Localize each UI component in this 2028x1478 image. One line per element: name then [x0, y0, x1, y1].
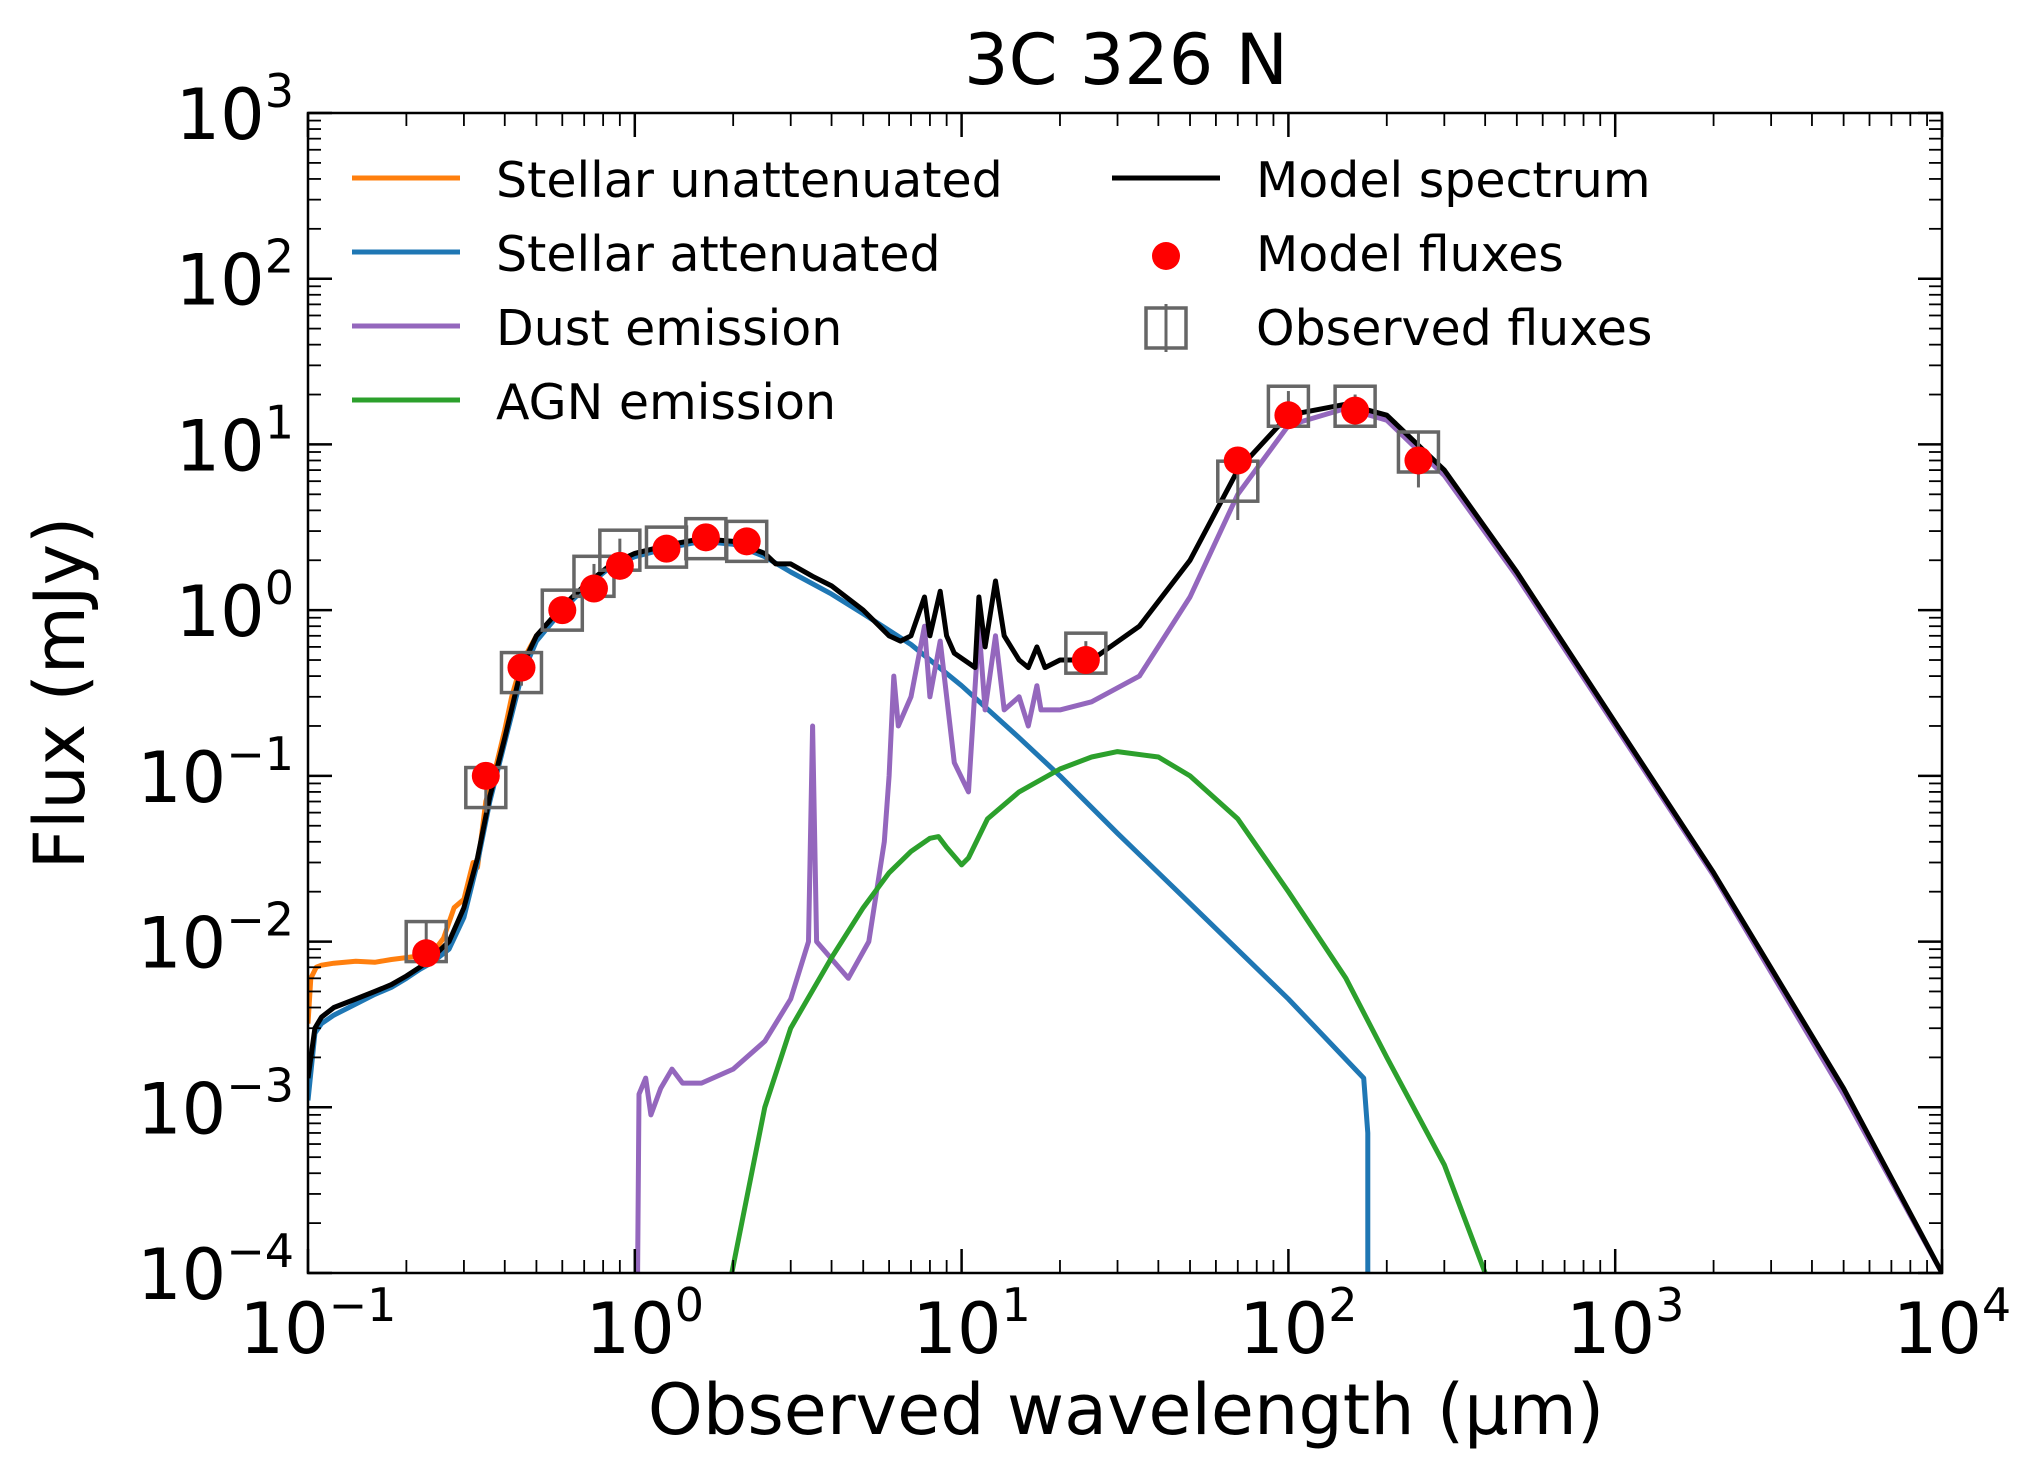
observed-flux-marker	[1333, 384, 1377, 428]
legend-label: AGN emission	[496, 374, 836, 431]
y-tick-label: 100	[176, 561, 294, 653]
observed-flux-marker	[499, 650, 544, 695]
x-tick-label: 100	[586, 1278, 704, 1370]
model-flux-point	[471, 761, 500, 790]
legend-entry-model-spectrum: Model spectrum	[1112, 152, 1651, 209]
model-spectrum-line	[308, 401, 1942, 1273]
x-tick-label: 10−1	[240, 1278, 397, 1370]
legend-entry-dust-emission: Dust emission	[352, 300, 842, 357]
markers-layer	[404, 384, 1441, 968]
y-tick-label: 103	[176, 64, 294, 156]
model-flux-point	[1223, 446, 1252, 475]
y-tick-label: 101	[176, 395, 294, 487]
legend-label: Stellar unattenuated	[496, 152, 1003, 209]
model-flux-point	[412, 939, 441, 968]
model-flux-point	[579, 574, 608, 603]
series-layer	[308, 401, 1942, 1273]
legend-label: Stellar attenuated	[496, 226, 941, 283]
legend-label: Observed fluxes	[1256, 300, 1652, 357]
legend-swatch	[1144, 306, 1188, 350]
model-flux-point	[1274, 401, 1303, 430]
model-flux-point	[1404, 446, 1433, 475]
model-flux-point	[605, 551, 634, 580]
y-tick-label: 10−2	[137, 893, 294, 985]
y-tick-label: 102	[176, 230, 294, 322]
axis-tick-labels: 10−1 100 101 102 103 104 10−4 10−3 10−2 10−1 100 10…	[137, 64, 2011, 1370]
model-flux-point	[691, 523, 720, 552]
legend-label: Dust emission	[496, 300, 842, 357]
y-axis-label: Flux (mJy)	[19, 517, 101, 870]
agn-emission-line	[729, 749, 1488, 1273]
legend-entry-model-fluxes: Model fluxes	[1152, 226, 1564, 283]
legend-entry-agn-emission: AGN emission	[352, 374, 836, 431]
y-tick-label: 10−3	[137, 1058, 294, 1150]
x-tick-label: 104	[1893, 1278, 2011, 1370]
model-flux-point	[548, 596, 577, 625]
observed-flux-marker	[724, 519, 769, 564]
model-flux-point	[732, 527, 761, 556]
axis-ticks	[306, 111, 1944, 1275]
model-flux-point	[507, 653, 536, 682]
x-tick-label: 101	[912, 1278, 1030, 1370]
chart-title: 3C 326 N	[964, 19, 1288, 101]
x-tick-label: 103	[1566, 1278, 1684, 1370]
model-flux-point	[652, 534, 681, 563]
legend-swatch	[1152, 242, 1180, 270]
legend-entry-stellar-attenuated: Stellar attenuated	[352, 226, 941, 283]
legend-entry-observed-fluxes: Observed fluxes	[1144, 300, 1652, 357]
plot-frame	[306, 111, 1944, 1275]
model-flux-point	[1341, 396, 1370, 425]
legend-label: Model spectrum	[1256, 152, 1651, 209]
y-tick-label: 10−1	[137, 727, 294, 819]
legend-label: Model fluxes	[1256, 226, 1564, 283]
y-tick-label: 10−4	[137, 1224, 294, 1316]
model-flux-point	[1071, 646, 1100, 675]
x-tick-label: 102	[1239, 1278, 1357, 1370]
legend-entry-stellar-unattenuated: Stellar unattenuated	[352, 152, 1003, 209]
legend: Stellar unattenuated Stellar attenuated Du…	[352, 152, 1652, 431]
stellar-attenuated-line	[308, 538, 1371, 1273]
x-axis-label: Observed wavelength (µm)	[648, 1369, 1604, 1451]
dust-emission-line	[635, 405, 1942, 1273]
observed-flux-marker	[540, 588, 585, 632]
